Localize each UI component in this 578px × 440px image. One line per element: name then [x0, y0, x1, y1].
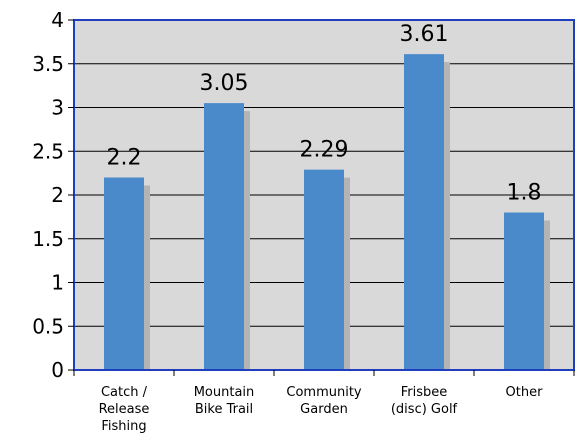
- data-labels: 2.2 3.05 2.29 3.61 1.8: [107, 22, 542, 205]
- bar: [404, 54, 444, 370]
- bar: [104, 177, 144, 370]
- x-tick-label-line: Other: [506, 385, 544, 400]
- x-tick-label: Frisbee (disc) Golf: [391, 385, 458, 417]
- y-tick-label: 3: [51, 96, 64, 120]
- bar: [304, 169, 344, 370]
- y-tick-label: 1: [51, 271, 64, 295]
- bar: [204, 103, 244, 370]
- x-tick-label-line: Catch /: [101, 385, 148, 400]
- x-tick-label: Catch / Release Fishing: [99, 385, 150, 434]
- y-tick-label: 0.5: [32, 314, 64, 338]
- bar: [504, 212, 544, 370]
- x-axis: Catch / Release Fishing Mountain Bike Trail C…: [73, 370, 575, 434]
- y-tick-label: 3.5: [32, 52, 64, 76]
- x-tick-label: Community Garden: [286, 385, 362, 417]
- x-tick-label: Other: [506, 385, 544, 400]
- bars: [104, 54, 544, 370]
- y-tick-label: 2: [51, 183, 64, 207]
- x-tick-label: Mountain Bike Trail: [194, 385, 255, 417]
- data-label: 3.61: [400, 22, 449, 47]
- x-tick-label-line: Release: [99, 402, 150, 417]
- y-tick-label: 4: [51, 8, 64, 32]
- x-tick-label-line: Garden: [300, 402, 348, 417]
- x-tick-label-line: Bike Trail: [195, 402, 253, 417]
- data-label: 1.8: [507, 181, 542, 206]
- x-tick-label-line: (disc) Golf: [391, 402, 458, 417]
- data-label: 3.05: [200, 71, 249, 96]
- y-tick-label: 0: [51, 358, 64, 382]
- y-tick-label: 1.5: [32, 227, 64, 251]
- y-axis: 0 0.5 1 1.5 2 2.5 3 3.5 4: [32, 8, 74, 382]
- x-tick-label-line: Mountain: [194, 385, 255, 400]
- data-label: 2.2: [107, 146, 142, 171]
- data-label: 2.29: [300, 138, 349, 163]
- y-tick-label: 2.5: [32, 139, 64, 163]
- x-tick-label-line: Community: [286, 385, 362, 400]
- x-tick-label-line: Fishing: [101, 419, 146, 434]
- x-tick-label-line: Frisbee: [401, 385, 448, 400]
